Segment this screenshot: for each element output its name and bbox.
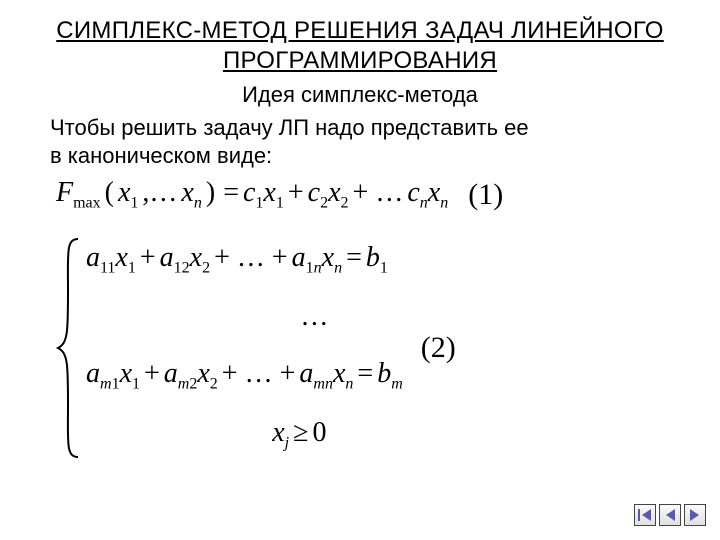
body-text: Чтобы решить задачу ЛП надо представить … <box>50 114 670 169</box>
system-brace-group: a11x1+a12x2+ … +a1nxn=b1 … am1x1+am2x2+ … <box>56 235 403 461</box>
nav-buttons <box>634 504 706 526</box>
page-title: СИМПЛЕКС-МЕТОД РЕШЕНИЯ ЗАДАЧ ЛИНЕЙНОГО П… <box>50 16 670 76</box>
equation-1-expression: Fmax(x1,…xn)=c1x1+c2x2+ …cnxn <box>56 177 448 213</box>
system-row-m: am1x1+am2x2+ … +amnxn=bm <box>86 359 403 393</box>
equation-system: a11x1+a12x2+ … +a1nxn=b1 … am1x1+am2x2+ … <box>56 235 670 461</box>
left-brace-icon <box>56 235 82 461</box>
body-line-1: Чтобы решить задачу ЛП надо представить … <box>50 115 529 140</box>
equation-1: Fmax(x1,…xn)=c1x1+c2x2+ …cnxn (1) <box>56 177 670 213</box>
nav-next-button[interactable] <box>684 504 706 526</box>
body-line-2: в каноническом виде: <box>50 143 272 168</box>
equation-1-label: (1) <box>468 178 503 212</box>
nav-next-icon <box>689 509 701 521</box>
nav-first-icon <box>638 509 652 521</box>
nav-prev-icon <box>664 509 676 521</box>
nav-prev-button[interactable] <box>659 504 681 526</box>
formula-area: Fmax(x1,…xn)=c1x1+c2x2+ …cnxn (1) a11x1+… <box>50 177 670 461</box>
system-rows: a11x1+a12x2+ … +a1nxn=b1 … am1x1+am2x2+ … <box>82 235 403 461</box>
page-subtitle: Идея симплекс-метода <box>50 82 670 108</box>
nav-first-button[interactable] <box>634 504 656 526</box>
system-row-nonneg: xj≥0 <box>86 418 403 452</box>
system-row-dots: … <box>86 302 403 333</box>
equation-2-label: (2) <box>421 331 456 365</box>
system-row-1: a11x1+a12x2+ … +a1nxn=b1 <box>86 243 403 277</box>
